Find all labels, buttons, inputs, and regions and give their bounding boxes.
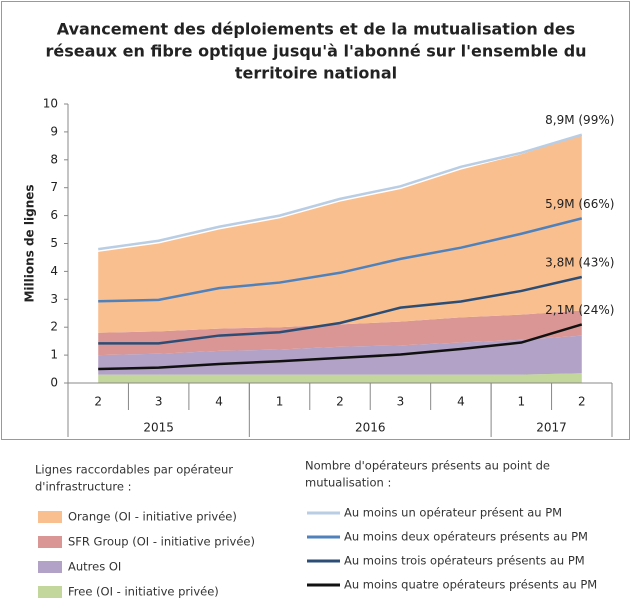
legend-label: Autres OI <box>68 560 121 574</box>
y-tick-label: 4 <box>50 264 58 278</box>
area <box>98 134 582 333</box>
area <box>98 373 582 383</box>
legend-label: Orange (OI - initiative privée) <box>68 510 237 524</box>
x-tick-label: 2 <box>578 395 586 409</box>
legend-label: Au moins deux opérateurs présents au PM <box>344 530 588 544</box>
chart-title: réseaux en fibre optique jusqu'à l'abonn… <box>45 42 586 61</box>
x-group-label: 2016 <box>355 421 386 435</box>
x-tick-label: 2 <box>94 395 102 409</box>
value-label: 2,1M (24%) <box>545 303 614 317</box>
y-tick-label: 7 <box>50 180 58 194</box>
legend-title: Lignes raccordables par opérateur <box>35 463 233 477</box>
x-tick-label: 4 <box>215 395 223 409</box>
line <box>98 323 583 371</box>
x-tick-label: 3 <box>155 395 163 409</box>
legend-label: Au moins trois opérateurs présents au PM <box>344 554 585 568</box>
y-tick-label: 0 <box>50 376 58 390</box>
line <box>98 133 583 251</box>
y-tick-label: 2 <box>50 320 58 334</box>
legend-label: Au moins quatre opérateurs présents au P… <box>344 578 597 592</box>
y-tick-label: 10 <box>43 97 58 111</box>
legend-swatch <box>38 536 62 548</box>
legend-swatch <box>38 561 62 573</box>
legend-title: mutualisation : <box>305 476 391 490</box>
value-label: 8,9M (99%) <box>545 113 614 127</box>
y-axis-label: Millions de lignes <box>23 184 37 302</box>
legend-title: d'infrastructure : <box>35 480 132 494</box>
x-tick-label: 1 <box>276 395 284 409</box>
y-tick-label: 6 <box>50 208 58 222</box>
value-label: 3,8M (43%) <box>545 255 614 269</box>
area <box>98 310 582 356</box>
legend-label: Au moins un opérateur présent au PM <box>344 506 562 520</box>
y-tick-label: 9 <box>50 124 58 138</box>
line <box>98 217 583 303</box>
y-tick-label: 3 <box>50 292 58 306</box>
chart-title: Avancement des déploiements et de la mut… <box>57 20 575 39</box>
legend-title: Nombre d'opérateurs présents au point de <box>305 459 550 473</box>
y-tick-label: 8 <box>50 152 58 166</box>
line <box>98 275 583 345</box>
chart-title: territoire national <box>235 64 397 83</box>
y-tick-label: 5 <box>50 236 58 250</box>
y-tick-label: 1 <box>50 348 58 362</box>
x-tick-label: 4 <box>457 395 465 409</box>
legend-swatch <box>38 586 62 598</box>
legend-label: Free (OI - initiative privée) <box>68 585 219 599</box>
x-group-label: 2015 <box>143 421 174 435</box>
x-tick-label: 1 <box>518 395 526 409</box>
x-group-label: 2017 <box>536 421 567 435</box>
legend-swatch <box>38 511 62 523</box>
value-label: 5,9M (66%) <box>545 197 614 211</box>
legend-label: SFR Group (OI - initiative privée) <box>68 535 255 549</box>
x-tick-label: 3 <box>397 395 405 409</box>
x-tick-label: 2 <box>336 395 344 409</box>
